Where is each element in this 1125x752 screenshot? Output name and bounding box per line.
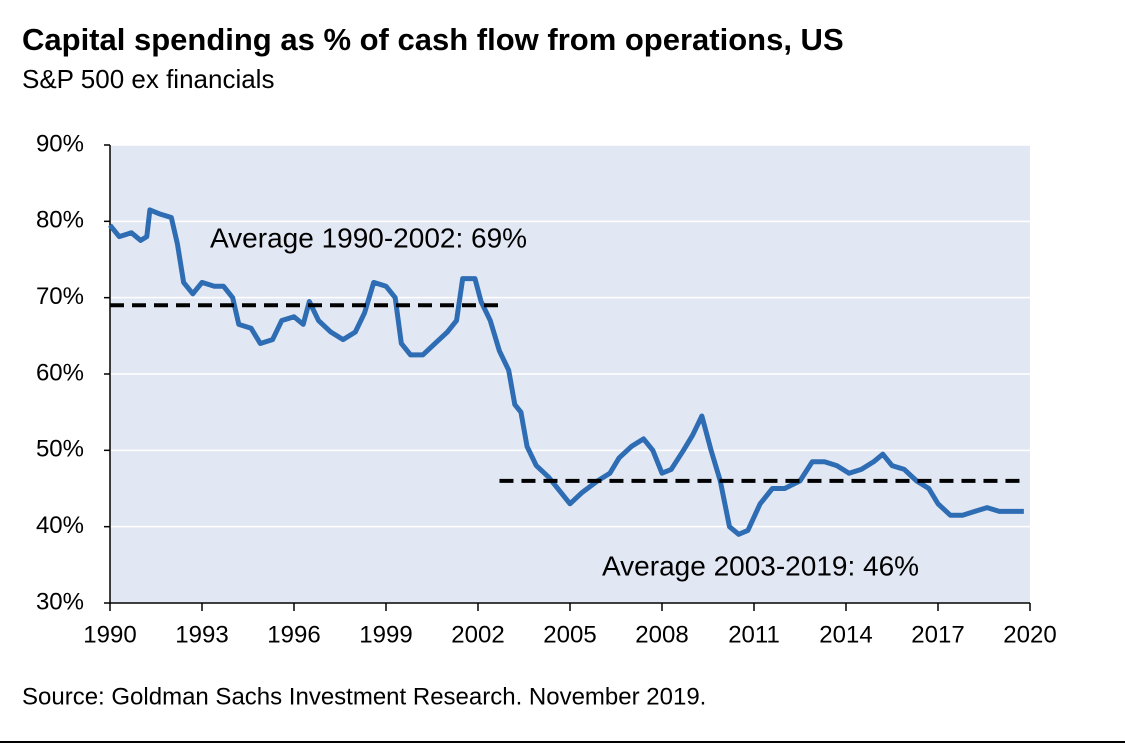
y-tick-label: 30%: [36, 588, 84, 615]
y-tick-label: 60%: [36, 359, 84, 386]
y-tick-label: 50%: [36, 436, 84, 463]
x-tick-label: 2005: [543, 621, 596, 648]
x-tick-label: 1996: [267, 621, 320, 648]
y-tick-label: 90%: [36, 130, 84, 157]
x-tick-label: 2014: [819, 621, 872, 648]
x-tick-label: 2017: [911, 621, 964, 648]
x-tick-label: 1999: [359, 621, 412, 648]
x-tick-label: 2008: [635, 621, 688, 648]
line-series: [108, 207, 1024, 537]
y-tick-label: 70%: [36, 283, 84, 310]
x-tick-label: 2011: [728, 621, 780, 648]
x-tick-label: 2020: [1003, 621, 1056, 648]
y-tick-label: 80%: [36, 207, 84, 234]
y-tick-label: 40%: [36, 512, 84, 539]
chart-subtitle: S&P 500 ex financials: [22, 64, 274, 94]
chart-title: Capital spending as % of cash flow from …: [22, 22, 844, 57]
annotation: Average 1990-2002: 69%: [210, 222, 527, 253]
x-tick-label: 1990: [83, 621, 136, 648]
annotation: Average 2003-2019: 46%: [602, 550, 919, 581]
x-tick-label: 1993: [175, 621, 228, 648]
source: Source: Goldman Sachs Investment Researc…: [22, 683, 706, 710]
x-tick-label: 2002: [451, 621, 504, 648]
